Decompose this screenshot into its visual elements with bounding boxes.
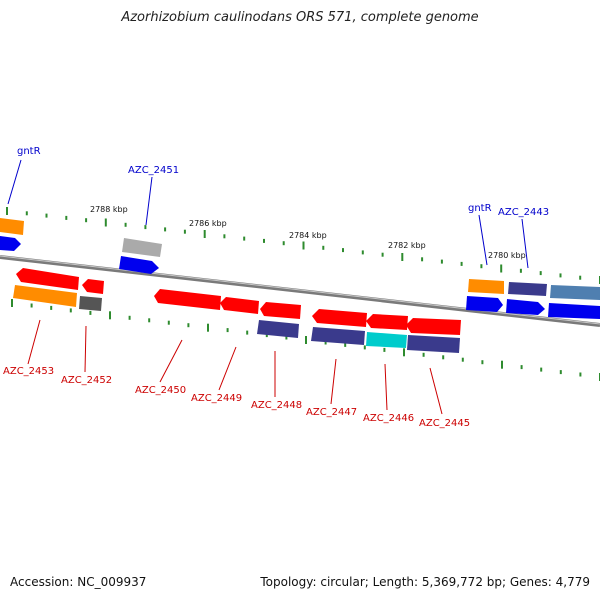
genome-backbone	[0, 255, 600, 327]
forward-genes	[0, 218, 600, 319]
leader-line	[27, 319, 41, 365]
scale-label: 2784 kbp	[289, 231, 327, 240]
leader-line	[384, 363, 388, 411]
gene-label[interactable]: gntR	[17, 146, 41, 157]
gene-gray[interactable]	[122, 238, 162, 257]
gene-orange[interactable]	[468, 279, 504, 294]
gene-label[interactable]: AZC_2448	[251, 400, 302, 411]
gene-label[interactable]: AZC_2446	[363, 413, 414, 424]
leader-line	[7, 159, 22, 205]
gene-label[interactable]: AZC_2449	[191, 393, 242, 404]
gene-label[interactable]: gntR	[468, 203, 492, 214]
gene-red[interactable]	[82, 279, 104, 294]
gene-cyan[interactable]	[366, 332, 407, 348]
reverse-genes	[13, 268, 461, 353]
gene-navy[interactable]	[311, 327, 365, 345]
leader-line	[478, 214, 488, 266]
leader-line	[330, 358, 337, 405]
gene-steel[interactable]	[550, 285, 600, 300]
gene-orange[interactable]	[13, 285, 77, 307]
gene-red[interactable]	[220, 297, 259, 314]
gene-red[interactable]	[16, 268, 79, 290]
genome-summary-text: Topology: circular; Length: 5,369,772 bp…	[260, 575, 590, 589]
tick-marks	[6, 207, 600, 381]
gene-navy[interactable]	[508, 282, 547, 296]
gene-label[interactable]: AZC_2450	[135, 385, 186, 396]
gene-label[interactable]: AZC_2447	[306, 407, 357, 418]
gene-blue[interactable]	[548, 303, 600, 319]
gene-red[interactable]	[406, 318, 461, 335]
gene-label[interactable]: AZC_2453	[3, 366, 54, 377]
leader-line	[521, 218, 529, 269]
gene-navy[interactable]	[407, 335, 460, 353]
scale-label: 2788 kbp	[90, 205, 128, 214]
gene-navy[interactable]	[257, 320, 299, 338]
gene-label[interactable]: AZC_2451	[128, 165, 179, 176]
leader-line	[159, 339, 183, 383]
gene-orange[interactable]	[0, 218, 24, 235]
leader-line	[84, 325, 87, 373]
leader-line	[145, 176, 153, 226]
gene-blue[interactable]	[0, 236, 21, 251]
gene-red[interactable]	[260, 302, 301, 319]
gene-red[interactable]	[366, 314, 408, 330]
gene-red[interactable]	[312, 309, 367, 327]
scale-label: 2782 kbp	[388, 241, 426, 250]
gene-darkgray[interactable]	[79, 296, 102, 311]
gene-red[interactable]	[154, 289, 221, 310]
label-leaders	[7, 159, 529, 415]
scale-labels: 2788 kbp 2786 kbp 2784 kbp 2782 kbp 2780…	[90, 205, 526, 260]
gene-blue[interactable]	[466, 296, 503, 312]
scale-label: 2786 kbp	[189, 219, 227, 228]
accession-text: Accession: NC_009937	[10, 575, 147, 589]
leader-line	[429, 367, 443, 415]
forward-gene-labels: gntR AZC_2451 gntR AZC_2443	[17, 146, 549, 218]
genome-backbone-highlight	[0, 255, 600, 325]
leader-line	[218, 346, 237, 391]
gene-blue[interactable]	[119, 256, 159, 274]
gene-label[interactable]: AZC_2445	[419, 418, 470, 429]
gene-blue[interactable]	[506, 299, 545, 315]
map-title: Azorhizobium caulinodans ORS 571, comple…	[121, 10, 479, 25]
gene-label[interactable]: AZC_2452	[61, 375, 112, 386]
scale-label: 2780 kbp	[488, 251, 526, 260]
reverse-gene-labels: AZC_2453 AZC_2452 AZC_2450 AZC_2449 AZC_…	[3, 366, 470, 429]
gene-label[interactable]: AZC_2443	[498, 207, 549, 218]
